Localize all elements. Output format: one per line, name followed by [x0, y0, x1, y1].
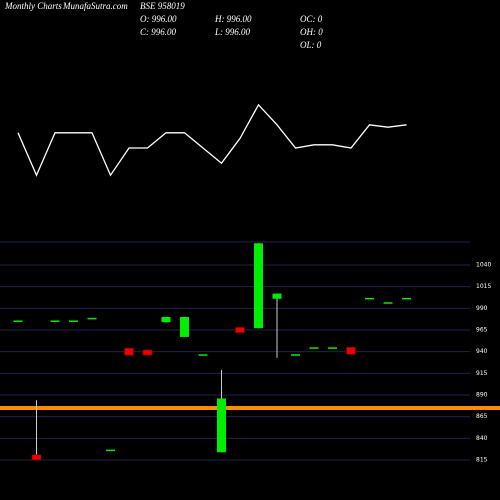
high-label: H: 996.00: [214, 14, 252, 24]
candle-body: [328, 347, 337, 349]
candle-body: [383, 302, 393, 304]
y-tick-label: 965: [476, 326, 488, 333]
y-tick-label: 815: [476, 457, 488, 464]
candle-body: [254, 243, 263, 329]
candle-body: [180, 316, 189, 337]
y-tick-label: 1015: [476, 283, 491, 290]
ol-label: OL: 0: [300, 40, 322, 50]
candle-body: [235, 327, 245, 333]
candle-body: [31, 454, 42, 461]
candle-body: [198, 354, 208, 356]
candle-body: [69, 320, 78, 322]
y-tick-label: 1040: [476, 261, 491, 268]
reference-line: [0, 406, 500, 411]
candle-body: [346, 347, 356, 355]
y-tick-label: 865: [476, 413, 488, 420]
candle-body: [142, 349, 153, 356]
oh-label: OH: 0: [300, 27, 323, 37]
candle-body: [13, 320, 23, 322]
site-name: MunafaSutra.com: [62, 1, 128, 11]
candle-body: [50, 320, 60, 322]
top-line: [17, 103, 407, 177]
candle-body: [217, 398, 226, 453]
candle-body: [161, 316, 171, 323]
chart-kind: Monthly Charts: [4, 1, 62, 11]
candle-body: [291, 354, 300, 356]
y-tick-label: 940: [476, 348, 488, 355]
y-tick-label: 840: [476, 435, 488, 442]
candle-body: [309, 347, 319, 349]
symbol: BSE 958019: [140, 1, 185, 11]
low-label: L: 996.00: [214, 27, 251, 37]
y-tick-label: 890: [476, 392, 488, 399]
candle-body: [124, 347, 134, 356]
candle-body: [272, 293, 282, 299]
candle-body: [365, 297, 374, 300]
close-label: C: 996.00: [140, 27, 177, 37]
y-tick-label: 915: [476, 370, 488, 377]
oc-label: OC: 0: [300, 14, 323, 24]
y-tick-label: 990: [476, 305, 488, 312]
open-label: O: 996.00: [140, 14, 177, 24]
candle-body: [402, 297, 411, 300]
candle-body: [87, 317, 97, 320]
candle-body: [106, 449, 115, 452]
